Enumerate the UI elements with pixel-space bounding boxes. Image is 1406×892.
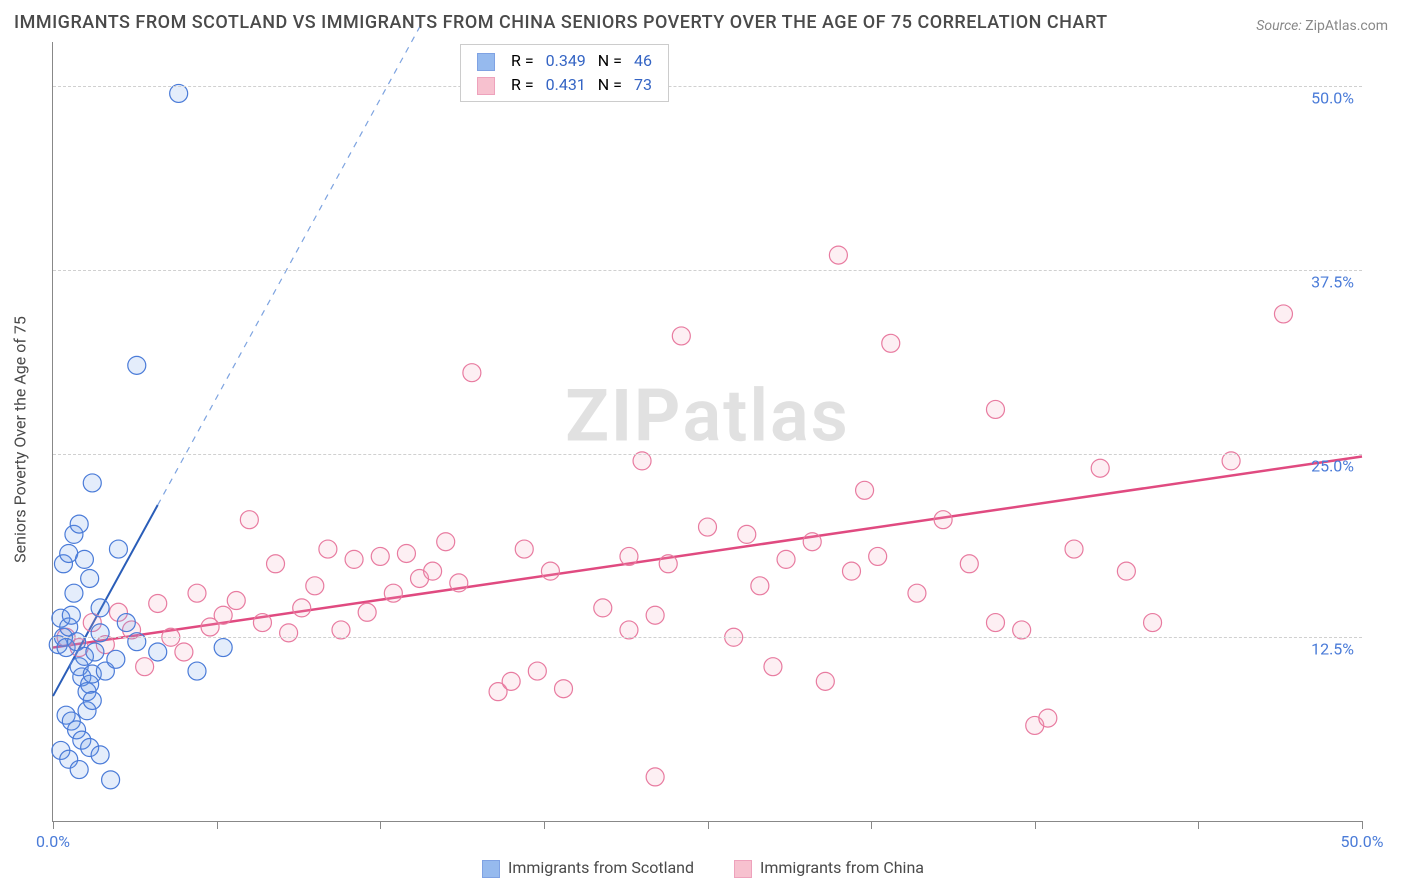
r-label: R =	[505, 49, 540, 73]
legend-row-china: R = 0.431 N = 73	[471, 73, 658, 97]
r-value-scotland: 0.349	[540, 49, 592, 73]
chart-svg	[53, 42, 1362, 821]
x-tick-label-max: 50.0%	[1341, 832, 1384, 851]
legend-label-scotland: Immigrants from Scotland	[508, 858, 694, 877]
x-tick	[1362, 821, 1363, 829]
y-tick-label: 25.0%	[1311, 456, 1354, 475]
y-tick-label: 12.5%	[1311, 640, 1354, 659]
swatch-scotland-icon	[482, 860, 500, 878]
n-label: N =	[592, 73, 628, 97]
y-tick-label: 37.5%	[1311, 272, 1354, 291]
y-tick-label: 50.0%	[1311, 89, 1354, 108]
x-tick	[1198, 821, 1199, 829]
source-value: ZipAtlas.com	[1305, 18, 1388, 34]
n-value-china: 73	[628, 73, 658, 97]
source-label: Source:	[1256, 18, 1301, 34]
plot-area: ZIPatlas 12.5%25.0%37.5%50.0%0.0%50.0%	[52, 42, 1362, 822]
legend-row-scotland: R = 0.349 N = 46	[471, 49, 658, 73]
swatch-china	[477, 77, 495, 95]
swatch-china-icon	[734, 860, 752, 878]
x-tick	[53, 821, 54, 829]
swatch-scotland	[477, 53, 495, 71]
n-label: N =	[592, 49, 628, 73]
x-tick-label-min: 0.0%	[36, 832, 70, 851]
legend-item-scotland: Immigrants from Scotland	[482, 858, 698, 877]
chart-title: IMMIGRANTS FROM SCOTLAND VS IMMIGRANTS F…	[14, 12, 1108, 33]
x-tick	[544, 821, 545, 829]
x-tick	[708, 821, 709, 829]
x-tick	[1035, 821, 1036, 829]
x-tick	[217, 821, 218, 829]
gridline	[53, 86, 1362, 87]
x-tick	[380, 821, 381, 829]
n-value-scotland: 46	[628, 49, 658, 73]
source-attribution: Source: ZipAtlas.com	[1256, 18, 1388, 34]
legend-correlation: R = 0.349 N = 46 R = 0.431 N = 73	[460, 44, 669, 102]
legend-item-china: Immigrants from China	[734, 858, 924, 877]
gridline	[53, 454, 1362, 455]
legend-series: Immigrants from Scotland Immigrants from…	[0, 858, 1406, 878]
y-axis-label: Seniors Poverty Over the Age of 75	[11, 316, 30, 563]
x-tick	[871, 821, 872, 829]
gridline	[53, 637, 1362, 638]
r-label: R =	[505, 73, 540, 97]
gridline	[53, 270, 1362, 271]
r-value-china: 0.431	[540, 73, 592, 97]
legend-label-china: Immigrants from China	[760, 858, 924, 877]
